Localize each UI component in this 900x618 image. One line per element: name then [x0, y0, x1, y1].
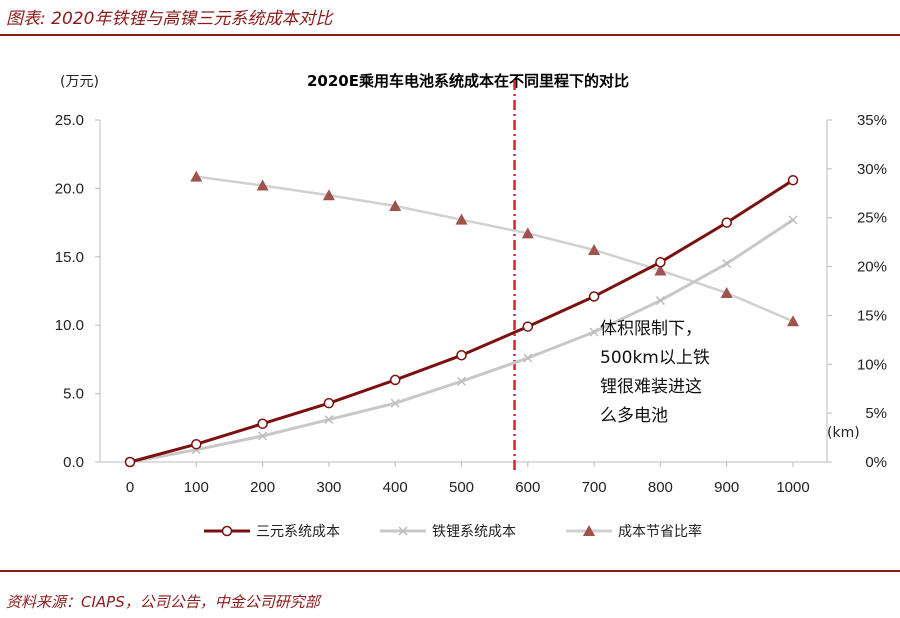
data-point-saving: [190, 170, 203, 182]
left-tick-label: 0.0: [63, 454, 84, 471]
data-point-saving: [588, 243, 601, 255]
left-tick-label: 10.0: [55, 317, 84, 334]
x-axis-unit: (km): [827, 425, 860, 441]
data-point-saving: [455, 213, 468, 225]
right-tick-label: 15%: [857, 307, 887, 324]
series-line-saving: [196, 175, 794, 323]
data-point-lfp: [324, 415, 334, 425]
legend-marker-saving: [583, 525, 595, 536]
legend-item-lfp: 铁锂系统成本: [380, 524, 516, 540]
x-tick-label: 900: [714, 479, 739, 496]
bottom-rule: [0, 570, 900, 572]
left-axis-ticks: 0.0 5.0 10.0 15.0 20.0 25.0: [55, 112, 100, 471]
legend-label-ternary: 三元系统成本: [256, 524, 340, 540]
left-tick-label: 25.0: [55, 112, 84, 129]
legend-marker-ternary: [221, 525, 233, 537]
data-point-saving: [654, 264, 667, 276]
legend-item-saving: 成本节省比率: [566, 523, 702, 540]
right-tick-label: 20%: [857, 259, 887, 276]
x-tick-label: 0: [126, 479, 134, 496]
data-point-ternary: [191, 438, 202, 450]
data-point-saving: [389, 199, 402, 211]
series-line-lfp: [129, 218, 794, 464]
series-saving: [190, 170, 799, 327]
figure-title: 图表: 2020年铁锂与高镍三元系统成本对比: [6, 9, 333, 29]
x-axis-ticks: 0 100 200 300 400 500 600 700 800 900 1000: [126, 462, 810, 496]
data-point-ternary: [721, 217, 732, 228]
legend: 三元系统成本 铁锂系统成本 成本节省比率: [204, 523, 702, 540]
data-point-ternary: [787, 174, 799, 186]
right-tick-label: 35%: [857, 112, 887, 129]
data-point-ternary: [522, 321, 534, 332]
left-tick-label: 15.0: [55, 249, 84, 266]
series-ternary: [124, 174, 799, 468]
data-point-ternary: [655, 257, 666, 268]
right-tick-label: 25%: [857, 210, 887, 227]
data-point-saving: [256, 179, 269, 191]
data-point-saving: [322, 189, 335, 201]
right-tick-label: 5%: [865, 405, 887, 422]
data-point-ternary: [257, 418, 268, 429]
x-tick-label: 800: [648, 479, 673, 496]
data-point-ternary: [389, 374, 401, 386]
x-tick-label: 300: [316, 479, 341, 496]
annotation-line-1: 体积限制下，: [600, 319, 702, 339]
x-tick-label: 200: [250, 479, 275, 496]
chart: 2020E乘用车电池系统成本在不同里程下的对比 (万元) (km) 0.0 5.0…: [55, 72, 887, 540]
data-point-lfp: [456, 376, 467, 386]
x-tick-label: 100: [184, 479, 209, 496]
annotation-line-3: 锂很难装进这: [600, 377, 702, 397]
data-point-lfp: [258, 431, 268, 441]
series-layer: [124, 170, 799, 468]
legend-item-ternary: 三元系统成本: [204, 524, 340, 540]
right-tick-label: 10%: [857, 356, 887, 373]
data-point-saving: [787, 315, 799, 327]
x-tick-label: 500: [449, 479, 474, 496]
data-point-saving: [521, 227, 534, 239]
left-tick-label: 20.0: [55, 180, 84, 197]
legend-label-lfp: 铁锂系统成本: [432, 524, 516, 540]
right-tick-label: 30%: [857, 161, 887, 178]
data-point-lfp: [523, 353, 533, 363]
data-point-lfp: [788, 215, 798, 225]
data-point-lfp: [722, 259, 732, 269]
right-tick-label: 0%: [865, 454, 887, 471]
x-tick-label: 400: [383, 479, 408, 496]
left-tick-label: 5.0: [63, 386, 84, 403]
data-point-ternary: [323, 397, 335, 409]
source-note: 资料来源：CIAPS，公司公告，中金公司研究部: [6, 593, 320, 611]
data-point-ternary: [588, 291, 600, 302]
legend-marker-lfp: [398, 526, 408, 536]
legend-label-saving: 成本节省比率: [618, 523, 702, 540]
annotation-line-2: 500km以上铁: [600, 348, 710, 368]
annotation-line-4: 么多电池: [600, 406, 668, 426]
data-point-saving: [720, 286, 733, 298]
x-tick-label: 700: [582, 479, 607, 496]
data-point-ternary: [124, 456, 136, 468]
series-lfp: [125, 215, 798, 467]
data-point-lfp: [655, 296, 665, 306]
top-rule: [0, 34, 900, 36]
data-point-lfp: [589, 327, 599, 337]
x-tick-label: 1000: [776, 479, 809, 496]
right-axis-ticks: 0% 5% 10% 15% 20% 25% 30% 35%: [827, 112, 887, 471]
left-axis-unit: (万元): [60, 74, 99, 90]
chart-title: 2020E乘用车电池系统成本在不同里程下的对比: [307, 72, 629, 90]
data-point-ternary: [456, 350, 467, 361]
annotation: 体积限制下， 500km以上铁 锂很难装进这 么多电池: [600, 319, 710, 426]
data-point-lfp: [390, 398, 400, 408]
x-tick-label: 600: [515, 479, 540, 496]
